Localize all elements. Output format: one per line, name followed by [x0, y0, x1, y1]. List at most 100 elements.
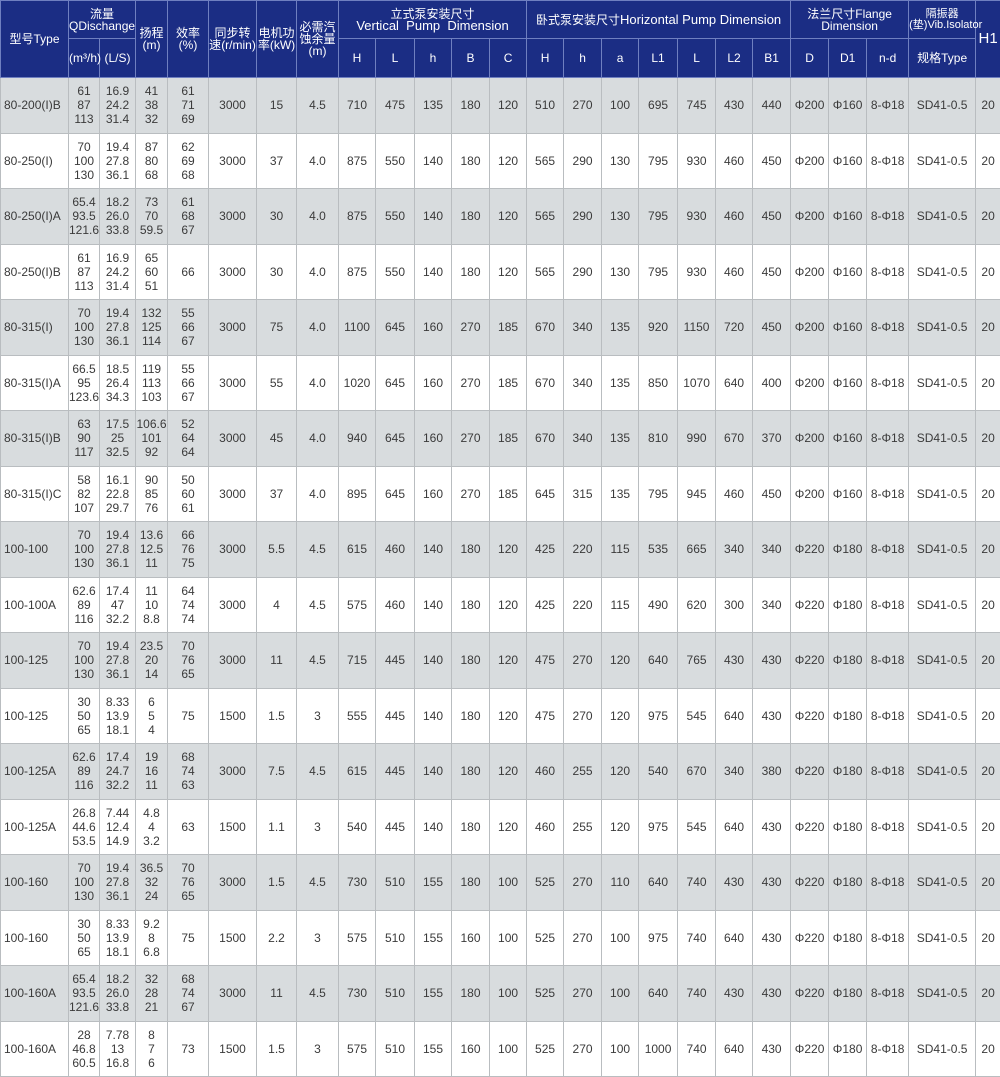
- cell-horizontal-a: 135: [602, 411, 639, 467]
- cell-horizontal-B1: 430: [753, 633, 791, 689]
- cell-horizontal-L2: 430: [716, 78, 753, 134]
- cell-head-value: 92: [136, 445, 167, 459]
- cell-power: 1.5: [257, 1021, 297, 1077]
- cell-q-ls-value: 24.2: [100, 98, 135, 112]
- cell-isolator: SD41-0.5: [909, 189, 976, 245]
- cell-horizontal-h: 340: [564, 355, 602, 411]
- cell-flange-D1: Φ160: [829, 133, 867, 189]
- cell-isolator: SD41-0.5: [909, 1021, 976, 1077]
- cell-vertical-B: 180: [452, 855, 490, 911]
- cell-q-ls-value: 17.5: [100, 417, 135, 431]
- cell-h1: 20: [976, 355, 1000, 411]
- cell-h1: 20: [976, 688, 1000, 744]
- cell-q-ls-value: 19.4: [100, 528, 135, 542]
- cell-efficiency-value: 66: [168, 528, 208, 542]
- cell-isolator: SD41-0.5: [909, 688, 976, 744]
- cell-vertical-B: 180: [452, 522, 490, 578]
- cell-vertical-C: 100: [490, 966, 527, 1022]
- cell-head-value: 9.2: [136, 917, 167, 931]
- cell-efficiency-value: 66: [168, 320, 208, 334]
- cell-vertical-L: 460: [376, 522, 415, 578]
- cell-horizontal-B1: 340: [753, 522, 791, 578]
- cell-horizontal-L: 1070: [678, 355, 716, 411]
- cell-vertical-B: 180: [452, 78, 490, 134]
- cell-vertical-h: 135: [415, 78, 452, 134]
- cell-vertical-C: 100: [490, 855, 527, 911]
- cell-q-ls-value: 32.2: [100, 778, 135, 792]
- cell-horizontal-a: 100: [602, 1021, 639, 1077]
- cell-head-value: 20: [136, 653, 167, 667]
- cell-head-value: 76: [136, 501, 167, 515]
- cell-q-m3h-value: 123.6: [69, 390, 99, 404]
- cell-efficiency-value: 75: [168, 931, 208, 945]
- cell-horizontal-H: 460: [527, 799, 564, 855]
- cell-power: 30: [257, 244, 297, 300]
- header-horizontal-dimension: 卧式泵安装尺寸Horizontal Pump Dimension: [527, 1, 791, 39]
- cell-q-m3h-value: 107: [69, 501, 99, 515]
- cell-vertical-h: 140: [415, 577, 452, 633]
- cell-horizontal-B1: 380: [753, 744, 791, 800]
- cell-flange-D: Φ220: [791, 633, 829, 689]
- cell-speed: 3000: [209, 466, 257, 522]
- cell-flange-D: Φ220: [791, 577, 829, 633]
- cell-npsh: 4.0: [297, 133, 339, 189]
- cell-horizontal-L1: 795: [639, 244, 678, 300]
- cell-q-ls-value: 18.1: [100, 945, 135, 959]
- cell-speed: 1500: [209, 688, 257, 744]
- cell-horizontal-B1: 450: [753, 189, 791, 245]
- cell-vertical-H: 540: [339, 799, 376, 855]
- cell-efficiency-value: 76: [168, 875, 208, 889]
- cell-power: 37: [257, 133, 297, 189]
- cell-horizontal-L: 745: [678, 78, 716, 134]
- cell-horizontal-a: 135: [602, 300, 639, 356]
- cell-flange-D: Φ200: [791, 78, 829, 134]
- cell-horizontal-a: 130: [602, 244, 639, 300]
- cell-flange-D1: Φ180: [829, 688, 867, 744]
- cell-power: 15: [257, 78, 297, 134]
- cell-efficiency-value: 67: [168, 334, 208, 348]
- cell-efficiency-value: 68: [168, 972, 208, 986]
- cell-vertical-h: 155: [415, 966, 452, 1022]
- cell-vertical-B: 160: [452, 910, 490, 966]
- cell-horizontal-a: 100: [602, 78, 639, 134]
- cell-head-value: 7: [136, 1042, 167, 1056]
- cell-horizontal-L2: 720: [716, 300, 753, 356]
- cell-power: 37: [257, 466, 297, 522]
- cell-vertical-C: 100: [490, 1021, 527, 1077]
- cell-head-value: 6: [136, 1056, 167, 1070]
- cell-isolator: SD41-0.5: [909, 633, 976, 689]
- cell-vertical-B: 180: [452, 577, 490, 633]
- cell-vertical-H: 710: [339, 78, 376, 134]
- cell-q-m3h-value: 70: [69, 861, 99, 875]
- cell-flange-D1: Φ180: [829, 633, 867, 689]
- cell-horizontal-B1: 340: [753, 577, 791, 633]
- cell-q-m3h-value: 70: [69, 306, 99, 320]
- header-text: 规格: [917, 51, 941, 65]
- cell-horizontal-h: 290: [564, 189, 602, 245]
- cell-q-ls-value: 25: [100, 431, 135, 445]
- cell-npsh: 4.5: [297, 855, 339, 911]
- cell-q-ls-value: 18.1: [100, 723, 135, 737]
- header-npsh: 必需汽蚀余量(m): [297, 1, 339, 78]
- cell-q-m3h-value: 121.6: [69, 223, 99, 237]
- cell-horizontal-B1: 430: [753, 966, 791, 1022]
- cell-speed: 3000: [209, 300, 257, 356]
- cell-efficiency-value: 76: [168, 653, 208, 667]
- cell-q-m3h-value: 89: [69, 764, 99, 778]
- cell-vertical-h: 140: [415, 633, 452, 689]
- cell-npsh: 3: [297, 688, 339, 744]
- cell-q-m3h-value: 58: [69, 473, 99, 487]
- cell-head-value: 132: [136, 306, 167, 320]
- cell-head-value: 8.8: [136, 612, 167, 626]
- header-text: 型号: [9, 32, 33, 46]
- cell-vertical-H: 875: [339, 244, 376, 300]
